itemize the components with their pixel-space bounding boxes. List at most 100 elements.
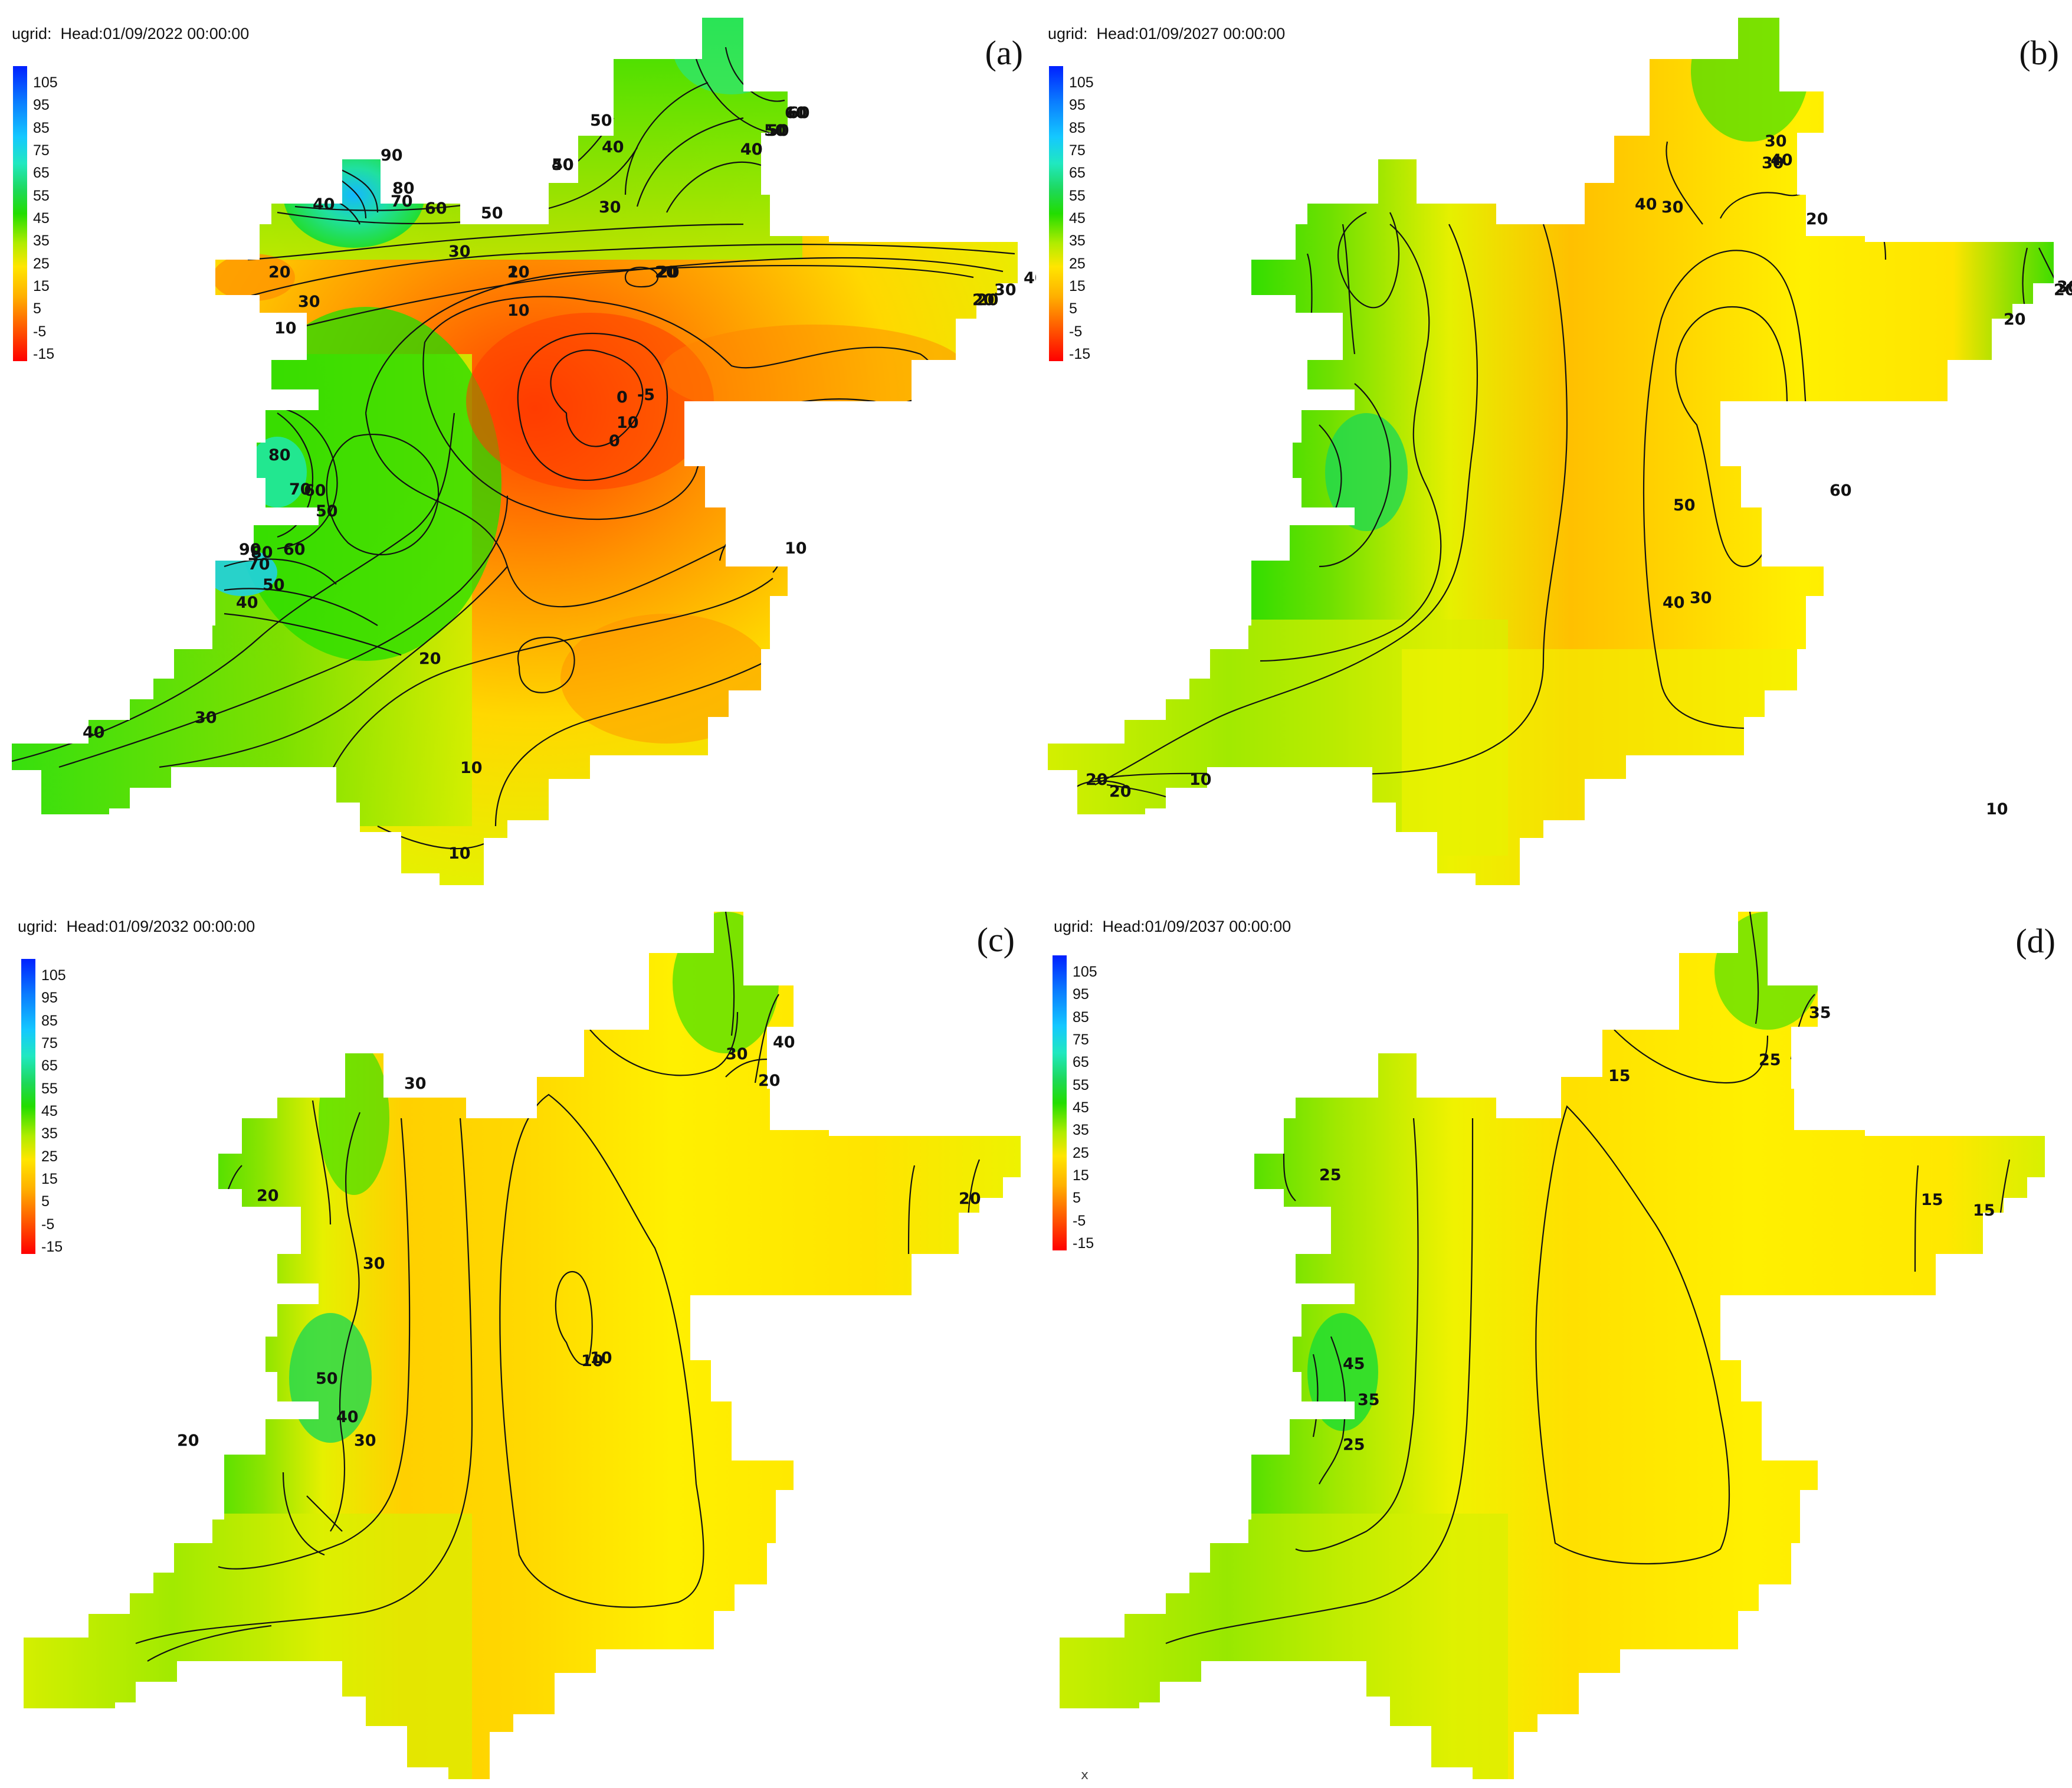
contour-label: 20: [758, 1072, 781, 1090]
colorbar-tick-label: 55: [33, 187, 50, 204]
contour-label: 10: [448, 844, 471, 863]
colorbar-tick-label: -15: [1073, 1235, 1094, 1252]
contour-label: 25: [1343, 1436, 1365, 1454]
colorbar-tick-label: 35: [1069, 232, 1086, 250]
colorbar-tick-label: 65: [41, 1057, 58, 1075]
contour-label: 20: [419, 650, 441, 668]
contour-label: 20: [2004, 310, 2026, 329]
contour-label: 0: [617, 388, 628, 407]
contour-label: 10: [507, 302, 530, 320]
colorbar-tick-label: -5: [33, 323, 47, 340]
panel-title: ugrid: Head:01/09/2037 00:00:00: [1054, 918, 1291, 935]
footer-mark: x: [1081, 1768, 1089, 1783]
colorbar-tick-label: 75: [1069, 142, 1086, 159]
colorbar-tick-label: 55: [41, 1080, 58, 1097]
colorbar-tick-label: 105: [33, 74, 58, 91]
contour-label: 45: [1343, 1355, 1365, 1373]
panel-letter: (c): [976, 921, 1015, 959]
colorbar: [1053, 955, 1067, 1250]
colorbar-tick-label: 15: [1073, 1167, 1089, 1184]
colorbar-tick-label: 15: [33, 278, 50, 294]
contour-label: 40: [740, 140, 763, 159]
colorbar-tick-label: 105: [41, 967, 66, 984]
contour-label: 70: [391, 192, 413, 211]
colorbar-tick-label: 35: [1073, 1122, 1089, 1139]
panel-letter: (a): [985, 34, 1023, 72]
colorbar-tick-label: 75: [33, 142, 50, 159]
contour-label: 10: [1189, 771, 1212, 789]
colorbar-tick-label: 5: [1073, 1190, 1081, 1207]
colorbar-tick-label: 95: [33, 97, 50, 114]
colorbar-tick-label: 15: [41, 1171, 58, 1187]
contour-label: 30: [994, 281, 1017, 299]
contour-label: 60: [304, 482, 326, 500]
contour-label: 20: [1086, 771, 1108, 789]
contour-label: 30: [1762, 154, 1784, 172]
panel-title: ugrid: Head:01/09/2022 00:00:00: [12, 25, 250, 42]
colorbar-tick-label: -15: [33, 346, 55, 362]
contour-label: 40: [336, 1408, 359, 1426]
contour-label: 70: [289, 480, 312, 499]
contour-label: 40: [602, 138, 624, 156]
colorbar-tick-label: 55: [1073, 1076, 1089, 1093]
contour-label: 30: [1765, 132, 1787, 150]
contour-label: 50: [590, 112, 612, 130]
contour-label: 20: [976, 291, 999, 309]
colorbar-tick-label: 45: [41, 1103, 58, 1119]
colorbar-tick-label: 95: [41, 990, 58, 1007]
contour-label: 40: [1024, 269, 1036, 287]
contour-label: 60: [283, 541, 306, 559]
colorbar: [13, 66, 27, 361]
colorbar-tick-label: 5: [41, 1193, 50, 1210]
contour-label: 20: [177, 1432, 199, 1450]
contour-label: 35: [1809, 1004, 1831, 1022]
colorbar-tick-label: 45: [33, 210, 50, 227]
map-b: 3040304030202020306050403010102020: [1048, 18, 2072, 885]
contour-label: 50: [481, 204, 503, 222]
contour-label: 60: [425, 199, 447, 218]
contour-label: 40: [552, 156, 574, 174]
contour-label: 10: [581, 1352, 604, 1370]
contour-label: 20: [657, 263, 680, 281]
colorbar-tick-label: 45: [1073, 1099, 1089, 1116]
contour-label: 50: [1673, 496, 1696, 515]
colorbar-tick-label: 65: [1073, 1054, 1089, 1071]
contour-label: 30: [726, 1045, 748, 1063]
colorbar-tick-label: -5: [1069, 323, 1083, 340]
colorbar: [1049, 66, 1063, 361]
contour-label: 35: [1358, 1391, 1380, 1409]
colorbar-tick-label: 45: [1069, 210, 1086, 227]
contour-label: 50: [764, 122, 786, 140]
contour-label: 20: [655, 263, 677, 281]
colorbar-tick-label: 85: [41, 1012, 58, 1029]
colorbar-tick-label: -15: [1069, 346, 1091, 362]
contour-label: 60: [788, 104, 810, 122]
colorbar-tick-label: 15: [1069, 278, 1086, 294]
colorbar-tick-label: 5: [33, 300, 41, 317]
contour-label: 80: [251, 543, 273, 562]
panel-a: 90 80 70 60 50 40 30 20 10 0 -5 90 80 70 60 50 40 30 20 10 6…: [0, 0, 1036, 894]
contour-label: 50: [552, 156, 574, 174]
contour-label: 10: [617, 414, 639, 432]
colorbar-ticks: 105 95 85 75 65 55 45 35 25 15 5 -5 -15: [1073, 961, 1126, 1256]
colorbar: [21, 959, 35, 1254]
colorbar-tick-label: 25: [33, 255, 50, 272]
colorbar-tick-label: -15: [41, 1239, 63, 1255]
panel-c: 40 30 20 30 20 20 30 50 40 30 10 10 20 ugrid: Head:0…: [0, 894, 1036, 1788]
contour-label: 30: [2057, 278, 2072, 296]
contour-label: 30: [404, 1075, 427, 1093]
contour-label: 50: [263, 576, 285, 594]
panel-letter: (d): [2015, 922, 2055, 960]
colorbar-tick-label: 35: [33, 232, 50, 250]
contour-label: 30: [363, 1255, 385, 1273]
contour-label: 15: [1921, 1191, 1943, 1209]
colorbar-tick-label: 25: [41, 1148, 58, 1165]
contour-label: 25: [1759, 1051, 1781, 1069]
contour-label: 20: [268, 263, 291, 281]
colorbar-tick-label: 85: [1073, 1008, 1089, 1026]
colorbar-tick-label: 75: [41, 1035, 58, 1052]
contour-label: 20: [972, 291, 995, 309]
colorbar-tick-label: 85: [33, 119, 50, 136]
map-d: 35 25 15 25 15 15 45 35 25: [1060, 912, 2045, 1779]
contour-label: 10: [1986, 800, 2008, 818]
